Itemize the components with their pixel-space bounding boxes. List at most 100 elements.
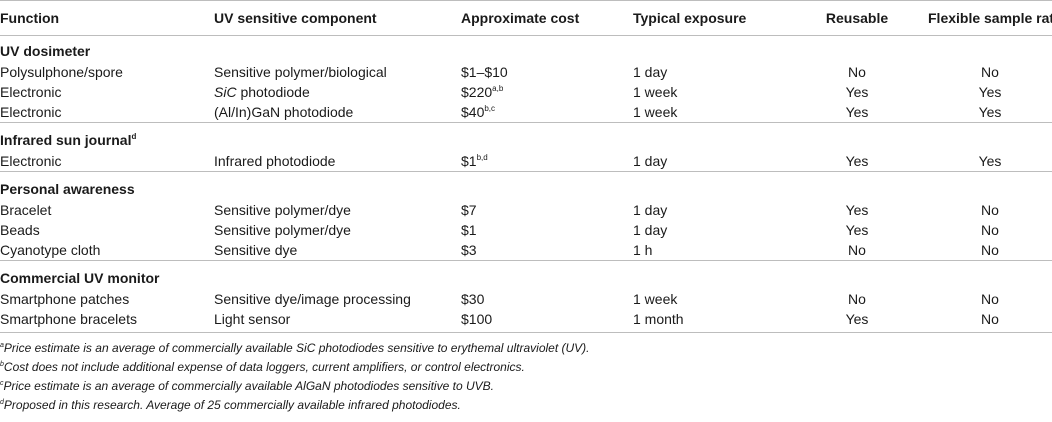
table-row: Smartphone bracelets Light sensor $100 1… xyxy=(0,309,1052,329)
cell-flexible: Yes xyxy=(978,84,1002,100)
cell-function: Electronic xyxy=(0,84,62,100)
header-cost: Approximate cost xyxy=(461,0,633,36)
cell-exposure: 1 week xyxy=(633,104,678,120)
cell-function: Smartphone patches xyxy=(0,291,130,307)
cell-reusable: Yes xyxy=(845,202,869,218)
cell-cost: $30 xyxy=(461,291,485,307)
cell-exposure: 1 week xyxy=(633,291,678,307)
cell-flexible: No xyxy=(981,64,999,80)
cell-flexible: No xyxy=(981,202,999,218)
header-function: Function xyxy=(0,0,214,36)
cell-component-rest: photodiode xyxy=(236,84,310,100)
footnote-text: Proposed in this research. Average of 25… xyxy=(3,398,461,412)
footnote-a: aPrice estimate is an average of commerc… xyxy=(0,339,1052,358)
group-title-text: Infrared sun journal xyxy=(0,132,132,148)
footnote-b: bCost does not include additional expens… xyxy=(0,358,1052,377)
cost-value: $40 xyxy=(461,104,485,120)
footnote-text: Price estimate is an average of commerci… xyxy=(3,341,590,355)
cell-function: Bracelet xyxy=(0,202,52,218)
cost-footnote-mark: a,b xyxy=(492,84,504,93)
group-title: Commercial UV monitor xyxy=(0,260,1052,289)
cell-exposure: 1 day xyxy=(633,222,668,238)
cell-reusable: Yes xyxy=(845,222,869,238)
table-row: Bracelet Sensitive polymer/dye $7 1 day … xyxy=(0,200,1052,220)
footnote-c: cPrice estimate is an average of commerc… xyxy=(0,377,1052,396)
footnote-d: dProposed in this research. Average of 2… xyxy=(0,396,1052,415)
cell-function: Electronic xyxy=(0,104,62,120)
cell-cost: $220a,b xyxy=(461,82,633,102)
header-component: UV sensitive component xyxy=(214,0,461,36)
header-flexible-rate: Flexible sample rate xyxy=(928,0,1052,36)
cell-reusable: No xyxy=(848,64,866,80)
cell-cost: $7 xyxy=(461,202,477,218)
group-title-footnote-mark: d xyxy=(131,132,137,141)
cell-component: Light sensor xyxy=(214,311,291,327)
table-row: Beads Sensitive polymer/dye $1 1 day Yes… xyxy=(0,220,1052,240)
comparison-table: Function UV sensitive component Approxim… xyxy=(0,0,1052,329)
cell-function: Cyanotype cloth xyxy=(0,242,101,258)
cell-component: SiC photodiode xyxy=(214,82,461,102)
cost-footnote-mark: b,d xyxy=(476,153,488,162)
cell-component: Sensitive dye xyxy=(214,242,298,258)
cell-component: Sensitive polymer/dye xyxy=(214,222,351,238)
footnote-mark: b xyxy=(0,361,4,368)
cell-function: Polysulphone/spore xyxy=(0,64,123,80)
cell-flexible: No xyxy=(981,242,999,258)
group-row-personal-awareness: Personal awareness xyxy=(0,171,1052,200)
cell-cost: $3 xyxy=(461,242,477,258)
cell-exposure: 1 week xyxy=(633,84,678,100)
cell-cost: $40b,c xyxy=(461,102,633,123)
cell-component-italic: SiC xyxy=(214,84,237,100)
cost-footnote-mark: b,c xyxy=(484,104,496,113)
cell-cost: $1b,d xyxy=(461,151,633,172)
cell-component: Infrared photodiode xyxy=(214,153,336,169)
footnote-mark: a xyxy=(0,342,4,349)
header-reusable: Reusable xyxy=(786,0,928,36)
header-exposure: Typical exposure xyxy=(633,0,786,36)
footnote-text: Cost does not include additional expense… xyxy=(3,360,525,374)
header-row: Function UV sensitive component Approxim… xyxy=(0,0,1052,36)
cell-flexible: Yes xyxy=(978,153,1002,169)
cell-cost: $100 xyxy=(461,311,493,327)
cell-exposure: 1 day xyxy=(633,202,668,218)
cell-exposure: 1 h xyxy=(633,242,653,258)
group-row-infrared-sun-journal: Infrared sun journald xyxy=(0,122,1052,151)
cell-reusable: No xyxy=(848,242,866,258)
group-title: Personal awareness xyxy=(0,171,1052,200)
table-row: Cyanotype cloth Sensitive dye $3 1 h No … xyxy=(0,240,1052,261)
cell-reusable: Yes xyxy=(845,153,869,169)
cell-function: Smartphone bracelets xyxy=(0,311,137,327)
cost-value: $1 xyxy=(461,153,477,169)
cell-component: Sensitive polymer/biological xyxy=(214,64,387,80)
cell-cost: $1 xyxy=(461,222,477,238)
footnote-mark: d xyxy=(0,399,4,406)
cell-reusable: Yes xyxy=(845,84,869,100)
table-row: Electronic SiC photodiode $220a,b 1 week… xyxy=(0,82,1052,102)
group-row-commercial-uv-monitor: Commercial UV monitor xyxy=(0,260,1052,289)
cell-component: Sensitive polymer/dye xyxy=(214,202,351,218)
table-row: Polysulphone/spore Sensitive polymer/bio… xyxy=(0,62,1052,82)
group-title: UV dosimeter xyxy=(0,43,91,59)
table-row: Smartphone patches Sensitive dye/image p… xyxy=(0,289,1052,309)
table-footnotes: aPrice estimate is an average of commerc… xyxy=(0,332,1052,415)
cell-flexible: Yes xyxy=(978,104,1002,120)
cell-reusable: Yes xyxy=(845,104,869,120)
cell-component: Sensitive dye/image processing xyxy=(214,291,411,307)
footnote-text: Price estimate is an average of commerci… xyxy=(3,379,494,393)
cell-exposure: 1 month xyxy=(633,311,684,327)
table-row: Electronic (Al/In)GaN photodiode $40b,c … xyxy=(0,102,1052,123)
cost-value: $220 xyxy=(461,84,493,100)
cell-flexible: No xyxy=(981,311,999,327)
cell-exposure: 1 day xyxy=(633,64,668,80)
cell-function: Beads xyxy=(0,222,40,238)
cell-flexible: No xyxy=(981,291,999,307)
table-row: Electronic Infrared photodiode $1b,d 1 d… xyxy=(0,151,1052,172)
group-title: Infrared sun journald xyxy=(0,122,1052,151)
cell-function: Electronic xyxy=(0,153,62,169)
cell-reusable: No xyxy=(848,291,866,307)
group-row-uv-dosimeter: UV dosimeter xyxy=(0,36,1052,63)
footnote-mark: c xyxy=(0,380,4,387)
cell-reusable: Yes xyxy=(845,311,869,327)
cell-component: (Al/In)GaN photodiode xyxy=(214,104,354,120)
